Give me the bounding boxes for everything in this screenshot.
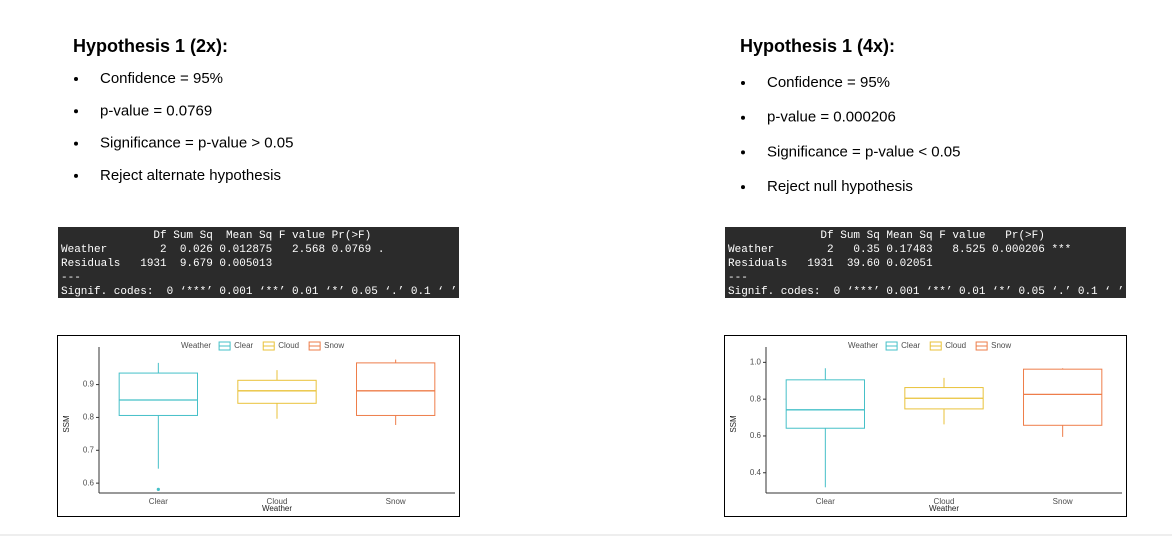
bullet-dot: [74, 109, 78, 114]
box: [785, 379, 865, 429]
outlier: [156, 487, 160, 491]
box: [1023, 368, 1103, 426]
y-tick-label: 0.4: [750, 468, 762, 477]
legend-label: Cloud: [278, 341, 299, 350]
bullet-text: Significance = p-value < 0.05: [767, 143, 960, 160]
bullet-text: Reject alternate hypothesis: [100, 167, 281, 184]
bullet-dot: [741, 115, 745, 120]
y-tick-label: 0.7: [83, 445, 95, 454]
console-output: [725, 227, 1126, 298]
bullet-dot: [741, 185, 745, 190]
bullet-dot: [741, 150, 745, 155]
y-tick-label: 0.6: [83, 478, 95, 487]
chart: 0.6 0.7 0.8 0.9 SSM Weather Clear Cloud Snow Weat…: [57, 335, 460, 517]
legend-label: Cloud: [945, 341, 966, 350]
y-tick-label: 0.8: [83, 413, 95, 422]
bullet-text: Confidence = 95%: [767, 74, 890, 91]
console-line: Signif. codes: 0 ‘***’ 0.001 ‘**’ 0.01 ‘…: [61, 286, 471, 298]
y-tick-label: 0.6: [750, 431, 762, 440]
x-axis-title: Weather: [262, 504, 292, 513]
x-tick-label: Cloud: [267, 497, 288, 506]
box: [356, 362, 436, 416]
bullet-text: Significance = p-value > 0.05: [100, 135, 293, 152]
bullet-text: Confidence = 95%: [100, 70, 223, 87]
bullet-text: Reject null hypothesis: [767, 178, 913, 195]
legend-label: Clear: [901, 341, 920, 350]
bullet-dot: [741, 81, 745, 85]
legend-label: Snow: [991, 341, 1011, 350]
box: [118, 372, 198, 416]
y-axis-title: SSM: [62, 415, 71, 433]
console-line: Weather 2 0.026 0.012875 2.568 0.0769 .: [61, 244, 384, 256]
y-axis-title: SSM: [729, 415, 738, 433]
console-line: Residuals 1931 9.679 0.005013: [61, 258, 378, 270]
console-line: Signif. codes: 0 ‘***’ 0.001 ‘**’ 0.01 ‘…: [728, 286, 1138, 298]
bullet-dot: [74, 77, 78, 81]
legend-label: Clear: [234, 341, 253, 350]
x-tick-label: Snow: [1053, 497, 1073, 506]
x-tick-label: Snow: [386, 497, 406, 506]
panel-title: Hypothesis 1 (4x):: [740, 36, 895, 56]
y-tick-label: 1.0: [750, 357, 762, 366]
console-line: Weather 2 0.35 0.17483 8.525 0.000206 **…: [728, 244, 1071, 256]
console-output: [58, 227, 459, 298]
bullet-dot: [74, 173, 78, 178]
legend-title: Weather: [848, 341, 878, 350]
panel-title: Hypothesis 1 (2x):: [73, 36, 228, 56]
legend-title: Weather: [181, 341, 211, 350]
chart: 0.4 0.6 0.8 1.0 SSM Weather Clear Cloud Snow Weat…: [724, 335, 1127, 517]
console-line: ---: [728, 272, 748, 284]
console-line: Df Sum Sq Mean Sq F value Pr(>F): [728, 230, 1071, 242]
x-tick-label: Clear: [816, 497, 835, 506]
bullet-text: p-value = 0.0769: [100, 102, 212, 119]
bullet-text: p-value = 0.000206: [767, 109, 896, 126]
console-line: ---: [61, 272, 81, 284]
chart-frame: [724, 335, 1127, 517]
y-tick-label: 0.9: [83, 380, 95, 389]
bullet-dot: [74, 141, 78, 146]
box: [237, 379, 317, 404]
console-line: Df Sum Sq Mean Sq F value Pr(>F): [61, 230, 384, 242]
x-axis-title: Weather: [929, 504, 959, 513]
legend-label: Snow: [324, 341, 344, 350]
y-tick-label: 0.8: [750, 394, 762, 403]
x-tick-label: Clear: [149, 497, 168, 506]
x-tick-label: Cloud: [934, 497, 955, 506]
console-line: Residuals 1931 39.60 0.02051: [728, 258, 1071, 270]
